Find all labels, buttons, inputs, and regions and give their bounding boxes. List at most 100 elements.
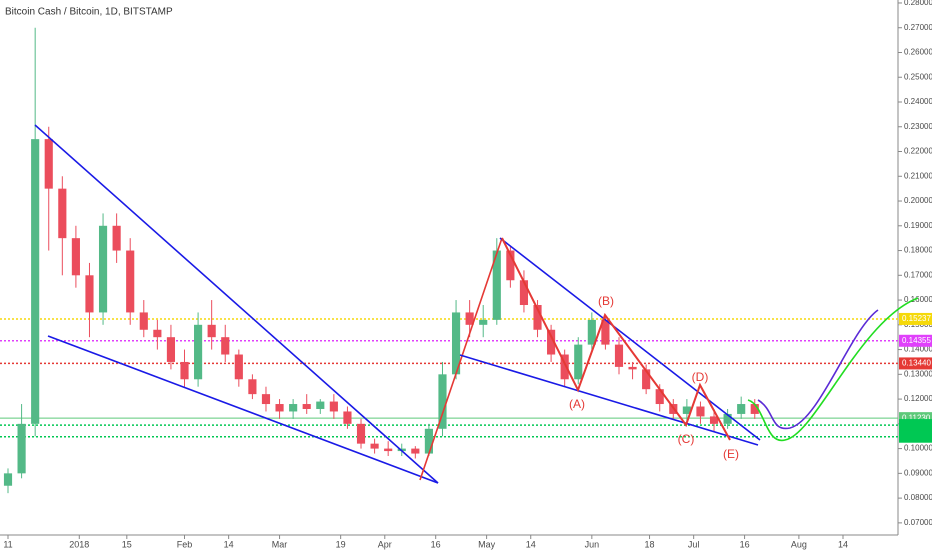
candle-body xyxy=(139,312,148,330)
candle-body xyxy=(261,394,271,405)
y-tick-label: 0.19000 xyxy=(904,221,932,230)
candle-body xyxy=(112,225,121,251)
candle-body xyxy=(682,406,691,414)
price-label-box xyxy=(899,430,932,443)
candle-body xyxy=(221,337,230,355)
candle-body xyxy=(533,305,542,330)
y-tick-label: 0.14000 xyxy=(904,345,932,354)
y-tick-label: 0.21000 xyxy=(904,171,932,180)
candle-body xyxy=(547,329,556,355)
candle-body xyxy=(642,369,651,390)
y-tick-label: 0.13000 xyxy=(904,369,932,378)
candle-body xyxy=(709,416,719,424)
candle-body xyxy=(750,404,759,414)
x-tick-label: Apr xyxy=(378,539,392,549)
candle-body xyxy=(180,361,189,380)
candle-body xyxy=(126,250,135,313)
x-tick-label: May xyxy=(478,539,496,549)
candle-body xyxy=(574,344,583,380)
x-tick-label: Mar xyxy=(272,539,288,549)
y-tick-label: 0.16000 xyxy=(904,295,932,304)
candle-body xyxy=(655,389,664,405)
y-tick-label: 0.24000 xyxy=(904,97,932,106)
projection xyxy=(747,297,919,441)
candle-body xyxy=(153,329,162,338)
candle-body xyxy=(302,404,311,409)
y-tick-label: 0.28000 xyxy=(904,0,932,7)
candle-body xyxy=(479,319,488,325)
x-tick-label: 18 xyxy=(645,539,655,549)
x-tick-label: 16 xyxy=(431,539,441,549)
x-tick-label: 14 xyxy=(838,539,848,549)
candle-body xyxy=(289,404,298,412)
candle-body xyxy=(17,423,26,474)
candle-body xyxy=(614,344,624,367)
chart-title: Bitcoin Cash / Bitcoin, 1D, BITSTAMP xyxy=(5,7,173,18)
y-tick-label: 0.27000 xyxy=(904,23,932,32)
candle-body xyxy=(723,413,732,424)
trendline xyxy=(459,354,759,446)
y-tick-label: 0.17000 xyxy=(904,270,932,279)
wave-label: (A) xyxy=(569,397,585,411)
candle-body xyxy=(696,406,705,417)
candle-body xyxy=(58,188,67,239)
x-tick-label: Jun xyxy=(585,539,600,549)
candle-body xyxy=(166,337,176,362)
candle-body xyxy=(329,401,338,412)
price-label: 0.15237 xyxy=(902,314,931,323)
y-tick-label: 0.22000 xyxy=(904,147,932,156)
wave-label: (E) xyxy=(723,447,739,461)
wave-label: (D) xyxy=(692,370,709,384)
trendline xyxy=(419,237,503,481)
candle-body xyxy=(587,319,596,345)
price-label-box xyxy=(899,357,932,370)
candle-body xyxy=(44,139,53,189)
x-tick-label: Feb xyxy=(177,539,193,549)
y-tick-label: 0.10000 xyxy=(904,444,932,453)
candle-body xyxy=(31,139,40,424)
candle-body xyxy=(248,379,257,395)
candle-body xyxy=(275,404,284,412)
candle-body xyxy=(343,411,352,424)
candle-body xyxy=(451,312,461,375)
x-tick-label: 19 xyxy=(336,539,346,549)
candle-body xyxy=(438,374,447,429)
candle-body xyxy=(316,401,325,409)
projection xyxy=(757,309,879,430)
wave-label: (B) xyxy=(598,294,614,308)
candle-body xyxy=(384,448,393,452)
candle-body xyxy=(737,404,746,414)
y-tick-label: 0.20000 xyxy=(904,196,932,205)
candle-body xyxy=(207,324,216,338)
candle-body xyxy=(234,354,243,380)
wave-label: (C) xyxy=(678,432,695,446)
candle-body xyxy=(601,319,610,345)
y-tick-label: 0.23000 xyxy=(904,122,932,131)
x-tick-label: Jul xyxy=(688,539,700,549)
y-tick-label: 0.18000 xyxy=(904,246,932,255)
x-tick-label: 14 xyxy=(526,539,536,549)
candle-body xyxy=(506,250,515,281)
x-tick-label: Aug xyxy=(791,539,807,549)
price-label-box xyxy=(899,419,932,432)
drawings xyxy=(34,124,919,484)
candle-body xyxy=(628,366,637,370)
y-tick-label: 0.25000 xyxy=(904,72,932,81)
wave-path xyxy=(501,237,731,441)
price-label-box xyxy=(899,334,932,347)
candle-body xyxy=(560,354,569,380)
y-tick-label: 0.26000 xyxy=(904,48,932,57)
candle-body xyxy=(370,443,379,449)
price-label: 0.11230 xyxy=(902,413,931,422)
y-tick-label: 0.08000 xyxy=(904,493,932,502)
x-tick-label: 15 xyxy=(122,539,132,549)
candle-body xyxy=(194,324,203,380)
candle-body xyxy=(98,225,108,313)
x-tick-label: 11 xyxy=(3,539,12,549)
candle-body xyxy=(492,250,501,320)
trendline xyxy=(34,124,439,484)
candle-body xyxy=(465,312,474,325)
y-tick-label: 0.07000 xyxy=(904,518,932,527)
y-tick-label: 0.12000 xyxy=(904,394,932,403)
